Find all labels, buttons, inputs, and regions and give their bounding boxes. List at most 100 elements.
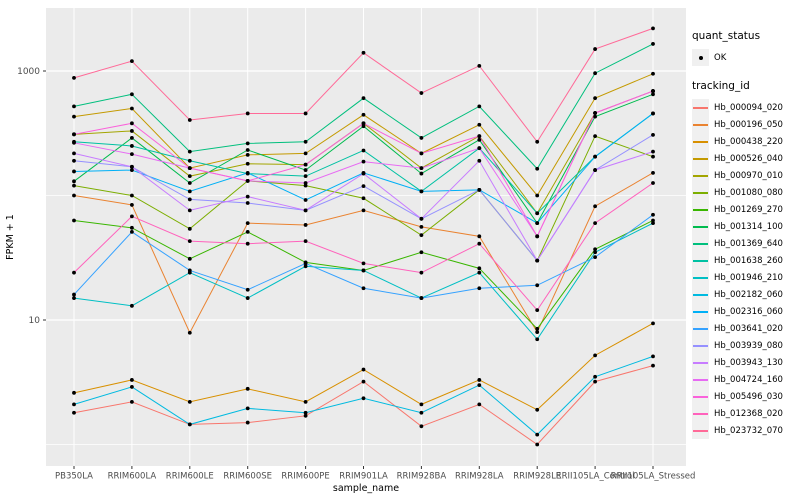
legend-item-label: Hb_002316_060: [714, 306, 783, 317]
data-point: [245, 420, 250, 425]
data-point: [477, 383, 482, 387]
series-line-icon: [693, 124, 708, 126]
data-point: [419, 189, 424, 194]
data-point: [130, 59, 134, 64]
legend-item-Hb_004724_160[interactable]: Hb_004724_160: [692, 371, 798, 388]
legend-item-Hb_012368_020[interactable]: Hb_012368_020: [692, 405, 798, 422]
legend-item-Hb_003939_080[interactable]: Hb_003939_080: [692, 337, 798, 354]
series-line-icon: [693, 311, 708, 313]
data-point: [477, 378, 482, 382]
legend-item-Hb_001314_100[interactable]: Hb_001314_100: [692, 218, 798, 235]
data-point: [477, 134, 482, 138]
legend-item-Hb_001269_270[interactable]: Hb_001269_270: [692, 201, 798, 218]
legend-item-label: Hb_004724_160: [714, 374, 783, 385]
legend-item-Hb_001638_260[interactable]: Hb_001638_260: [692, 252, 798, 269]
data-point: [651, 212, 655, 217]
data-point: [130, 230, 134, 234]
data-point: [477, 122, 482, 127]
data-point: [361, 379, 366, 384]
y-axis-title: FPKM + 1: [5, 214, 16, 260]
data-point: [593, 379, 597, 384]
data-point: [593, 154, 597, 159]
data-point: [361, 50, 366, 55]
data-point: [651, 154, 655, 159]
data-point: [72, 76, 76, 80]
series-line-icon: [693, 328, 708, 330]
data-point: [187, 181, 192, 185]
data-point: [593, 221, 597, 226]
legend-item-Hb_002316_060[interactable]: Hb_002316_060: [692, 303, 798, 320]
legend-item-Hb_001946_210[interactable]: Hb_001946_210: [692, 269, 798, 286]
legend-item-ok[interactable]: OK: [692, 49, 798, 66]
data-point: [419, 410, 424, 415]
data-point: [187, 399, 192, 404]
legend-item-Hb_003641_020[interactable]: Hb_003641_020: [692, 320, 798, 337]
data-point: [593, 247, 597, 252]
data-point: [245, 111, 250, 116]
data-point: [187, 197, 192, 202]
data-point: [361, 184, 366, 188]
data-point: [651, 26, 655, 31]
legend-item-label: Hb_000196_050: [714, 119, 783, 130]
data-point: [130, 214, 134, 219]
data-point: [72, 218, 76, 223]
legend-item-label: OK: [714, 52, 727, 63]
data-point: [477, 187, 482, 192]
data-point: [303, 151, 308, 156]
data-point: [245, 161, 250, 166]
legend-item-Hb_005496_030[interactable]: Hb_005496_030: [692, 388, 798, 405]
legend-item-label: Hb_001946_210: [714, 272, 783, 283]
legend-item-Hb_003943_130[interactable]: Hb_003943_130: [692, 354, 798, 371]
legend-item-Hb_000196_050[interactable]: Hb_000196_050: [692, 116, 798, 133]
data-point: [130, 121, 134, 126]
legend-item-Hb_001080_080[interactable]: Hb_001080_080: [692, 184, 798, 201]
legend-item-label: Hb_002182_060: [714, 289, 783, 300]
data-point: [651, 170, 655, 175]
data-point: [535, 211, 540, 216]
data-point: [651, 132, 655, 137]
data-point: [651, 71, 655, 76]
data-point: [535, 326, 540, 331]
legend-item-Hb_000526_040[interactable]: Hb_000526_040: [692, 150, 798, 167]
legend-item-Hb_001369_640[interactable]: Hb_001369_640: [692, 235, 798, 252]
data-point: [245, 148, 250, 152]
data-point: [535, 166, 540, 171]
x-tick-label: RRIM600SE: [223, 472, 272, 482]
data-point: [130, 152, 134, 157]
series-line-icon: [693, 413, 708, 415]
data-point: [361, 196, 366, 201]
series-line-icon: [693, 277, 708, 279]
legend-item-Hb_000438_220[interactable]: Hb_000438_220: [692, 133, 798, 150]
data-point: [72, 270, 76, 275]
x-tick-label: RRII105LA_Control: [556, 472, 635, 482]
data-point: [593, 47, 597, 51]
x-tick-label: RRIM600PE: [281, 472, 329, 482]
data-point: [245, 296, 250, 300]
data-point: [651, 42, 655, 46]
series-color-key: [692, 286, 709, 303]
data-point: [72, 158, 76, 163]
data-point: [303, 208, 308, 213]
data-point: [303, 399, 308, 404]
data-point: [593, 111, 597, 115]
legend-item-label: Hb_001269_270: [714, 204, 783, 215]
data-point: [245, 221, 250, 226]
legend-item-Hb_023732_070[interactable]: Hb_023732_070: [692, 422, 798, 439]
legend-item-Hb_000094_020[interactable]: Hb_000094_020: [692, 99, 798, 116]
legend-item-Hb_002182_060[interactable]: Hb_002182_060: [692, 286, 798, 303]
x-tick-label: RRIM928LA: [455, 472, 504, 482]
black-point-icon: [698, 55, 703, 60]
chart-layer: 10 1000 PB350LA RRIM600LA RRIM600LE RRIM600SE…: [17, 8, 695, 482]
data-point: [187, 149, 192, 154]
data-point: [651, 218, 655, 223]
data-point: [130, 129, 134, 133]
data-point: [72, 183, 76, 188]
legend-item-Hb_000970_010[interactable]: Hb_000970_010: [692, 167, 798, 184]
series-color-key: [692, 337, 709, 354]
data-point: [535, 308, 540, 313]
x-axis-title: sample_name: [333, 483, 399, 494]
data-point: [245, 194, 250, 199]
data-point: [651, 363, 655, 368]
